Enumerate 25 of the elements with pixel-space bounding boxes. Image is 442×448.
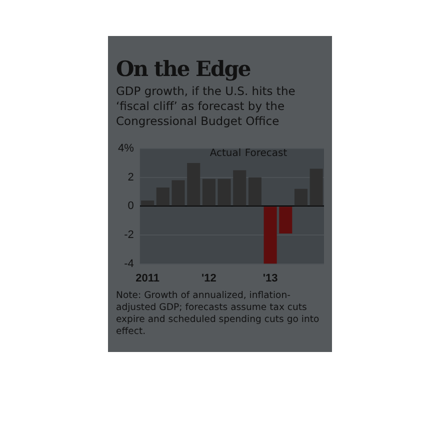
- y-tick-label: -2: [124, 229, 134, 242]
- annotation: Actual: [210, 148, 242, 160]
- y-tick-label: 4%: [118, 142, 134, 155]
- y-tick-label: 2: [128, 171, 134, 184]
- text: Note: Growth of annualized, inflation-adjusted GDP; forecasts assume tax cuts expire and scheduled spending cuts go into effect.: [116, 290, 320, 338]
- bar: [294, 188, 308, 206]
- chart-subtitle: GDP growth, if the U.S. hits the ‘fiscal cliff’ as forecast by the Congressional Budget Office: [116, 84, 296, 129]
- bar: [248, 177, 262, 206]
- bar: [310, 168, 323, 206]
- bar: [264, 206, 277, 264]
- bar: [156, 187, 170, 206]
- chart-title: On the Edge: [116, 56, 250, 81]
- bar: [187, 163, 200, 206]
- bar: [279, 206, 292, 234]
- y-tick-label: 0: [128, 200, 134, 212]
- bar: [172, 180, 185, 206]
- x-tick-label: 2011: [136, 272, 160, 284]
- x-tick-label: '12: [202, 272, 216, 284]
- bar: [202, 178, 216, 206]
- bar: [233, 170, 246, 206]
- annotation: Forecast: [244, 148, 288, 160]
- bar: [218, 178, 231, 206]
- x-tick-label: '13: [262, 272, 278, 284]
- y-tick-label: -4: [124, 258, 134, 270]
- bar: [141, 200, 154, 206]
